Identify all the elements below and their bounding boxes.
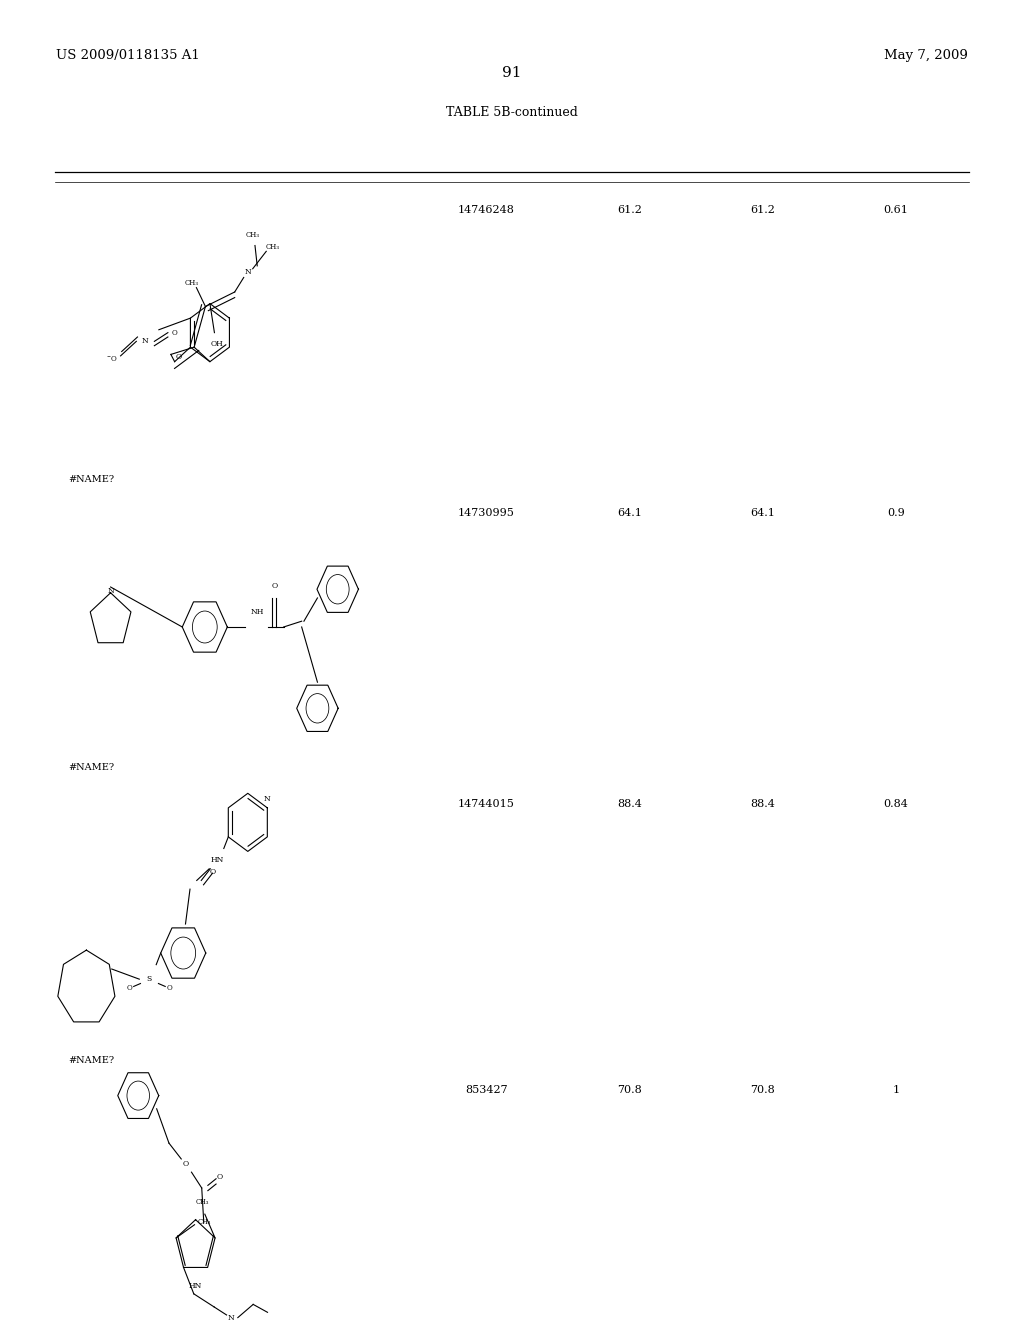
Text: CH₃: CH₃ xyxy=(246,231,260,239)
Text: 14730995: 14730995 xyxy=(458,508,515,519)
Text: 14746248: 14746248 xyxy=(458,205,515,215)
Text: TABLE 5B-continued: TABLE 5B-continued xyxy=(446,106,578,119)
Text: N: N xyxy=(142,338,148,346)
Text: O: O xyxy=(167,983,173,991)
Text: O: O xyxy=(217,1173,223,1181)
Text: 14744015: 14744015 xyxy=(458,799,515,809)
Text: 91: 91 xyxy=(502,66,522,81)
Text: S: S xyxy=(146,975,153,983)
Text: N: N xyxy=(227,1313,234,1320)
Text: N: N xyxy=(245,268,252,276)
Text: N: N xyxy=(264,795,270,803)
Text: OH: OH xyxy=(210,341,223,348)
Text: N: N xyxy=(108,587,114,595)
Text: O: O xyxy=(176,354,182,362)
Text: O: O xyxy=(182,1160,188,1168)
Text: 0.9: 0.9 xyxy=(887,508,905,519)
Text: O: O xyxy=(172,329,177,337)
Text: 88.4: 88.4 xyxy=(617,799,642,809)
Text: O: O xyxy=(126,983,132,991)
Text: #NAME?: #NAME? xyxy=(69,763,115,772)
Text: #NAME?: #NAME? xyxy=(69,475,115,484)
Text: 70.8: 70.8 xyxy=(751,1085,775,1096)
Text: 61.2: 61.2 xyxy=(617,205,642,215)
Text: #NAME?: #NAME? xyxy=(69,1056,115,1065)
Text: $^{-}$O: $^{-}$O xyxy=(105,354,118,363)
Text: 1: 1 xyxy=(893,1085,899,1096)
Text: 70.8: 70.8 xyxy=(617,1085,642,1096)
Text: 88.4: 88.4 xyxy=(751,799,775,809)
Text: 64.1: 64.1 xyxy=(617,508,642,519)
Text: 64.1: 64.1 xyxy=(751,508,775,519)
Text: 0.61: 0.61 xyxy=(884,205,908,215)
Text: US 2009/0118135 A1: US 2009/0118135 A1 xyxy=(56,49,200,62)
Text: 61.2: 61.2 xyxy=(751,205,775,215)
Text: NH: NH xyxy=(251,609,264,616)
Text: May 7, 2009: May 7, 2009 xyxy=(884,49,968,62)
Text: CH₃: CH₃ xyxy=(198,1218,212,1226)
Text: CH₃: CH₃ xyxy=(266,243,280,251)
Text: 853427: 853427 xyxy=(465,1085,508,1096)
Text: HN: HN xyxy=(188,1282,203,1290)
Text: CH₃: CH₃ xyxy=(185,280,199,288)
Text: HN: HN xyxy=(210,857,223,865)
Text: O: O xyxy=(210,867,216,875)
Text: O: O xyxy=(271,582,278,590)
Text: CH₃: CH₃ xyxy=(196,1199,210,1206)
Text: 0.84: 0.84 xyxy=(884,799,908,809)
